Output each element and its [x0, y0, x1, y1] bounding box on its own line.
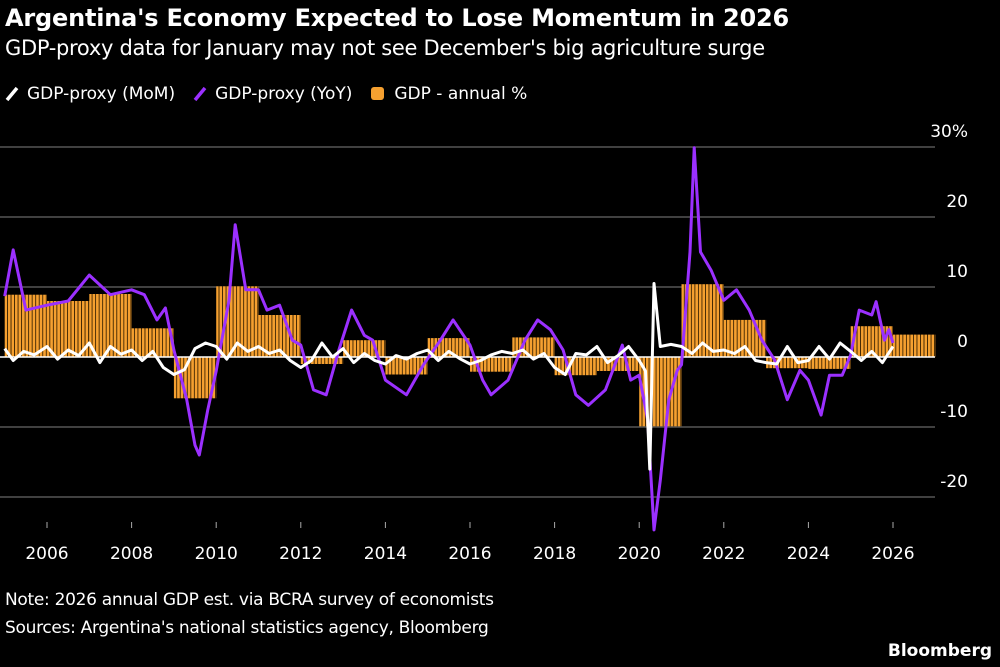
x-tick-label: 2018: [533, 544, 576, 564]
legend-item-yoy: GDP-proxy (YoY): [193, 84, 352, 104]
chart-subtitle: GDP-proxy data for January may not see D…: [5, 36, 765, 60]
chart-sources: Sources: Argentina's national statistics…: [5, 618, 489, 638]
square-icon: [371, 87, 385, 100]
legend: GDP-proxy (MoM) GDP-proxy (YoY) GDP - an…: [5, 84, 545, 104]
line-gdp-proxy-yoy: [3, 146, 895, 532]
x-tick-label: 2020: [618, 544, 661, 564]
legend-label: GDP-proxy (YoY): [215, 84, 353, 104]
y-tick-label: 10: [946, 262, 968, 282]
bloomberg-logo: Bloomberg: [887, 641, 992, 661]
slash-line-icon: [193, 86, 207, 102]
x-tick-label: 2022: [702, 544, 745, 564]
x-tick-label: 2026: [871, 544, 914, 564]
bar-gdp-2012: [300, 357, 344, 364]
bar-gdp-2014: [385, 357, 428, 375]
legend-label: GDP - annual %: [394, 84, 528, 104]
x-tick-label: 2012: [279, 544, 322, 564]
bar-gdp-2006: [47, 301, 90, 357]
y-tick-label: -10: [940, 402, 968, 422]
y-tick-label: 30%: [930, 122, 968, 142]
legend-item-annual: GDP - annual %: [370, 84, 527, 104]
bar-gdp-2026: [893, 334, 936, 357]
slash-line-icon: [5, 86, 19, 102]
bar-gdp-2024: [808, 357, 851, 369]
x-tick-label: 2024: [787, 544, 830, 564]
chart-note: Note: 2026 annual GDP est. via BCRA surv…: [5, 590, 494, 610]
x-tick-label: 2008: [110, 544, 153, 564]
x-tick-label: 2010: [195, 544, 238, 564]
x-tick-label: 2016: [448, 544, 491, 564]
legend-label: GDP-proxy (MoM): [27, 84, 176, 104]
line-gdp-proxy-mom: [3, 282, 895, 471]
bar-gdp-2023: [766, 357, 809, 369]
y-tick-label: 0: [957, 332, 968, 352]
x-tick-label: 2006: [25, 544, 68, 564]
legend-item-mom: GDP-proxy (MoM): [5, 84, 175, 104]
y-tick-label: -20: [940, 472, 968, 492]
chart-title: Argentina's Economy Expected to Lose Mom…: [5, 4, 790, 32]
x-tick-label: 2014: [364, 544, 407, 564]
y-tick-label: 20: [946, 192, 968, 212]
bar-gdp-2010: [216, 286, 259, 357]
